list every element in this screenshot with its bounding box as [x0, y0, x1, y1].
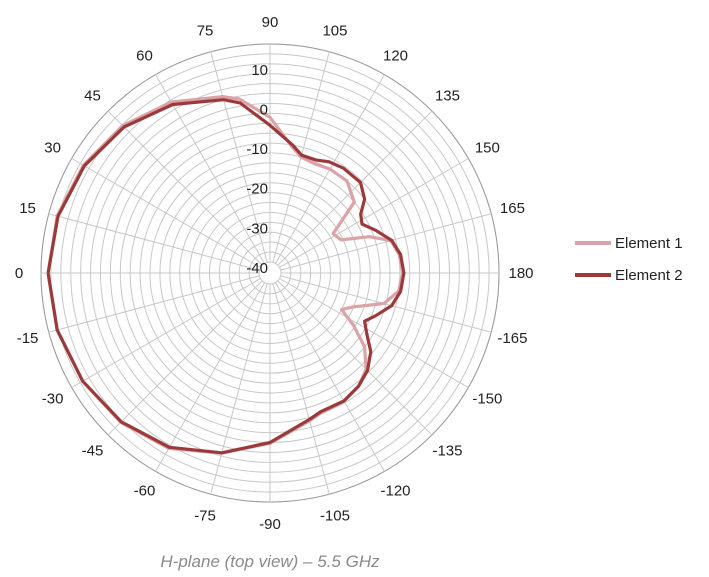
radial-tick-labels: -40 -30 -20 -10 0 10: [246, 62, 268, 277]
angle-tick-label: 150: [475, 140, 500, 157]
grid-spoke: [277, 110, 433, 266]
grid-spoke: [272, 283, 330, 495]
angle-tick-label: 180: [508, 265, 533, 282]
radial-tick-label: -10: [246, 141, 268, 158]
radial-tick-label: -20: [246, 181, 268, 198]
polar-grid: [40, 43, 500, 503]
grid-spoke: [71, 278, 261, 388]
angle-tick-label: -135: [432, 442, 462, 459]
angle-tick-labels: 90105120135150165180-165-150-135-120-105…: [15, 14, 534, 533]
grid-spoke: [155, 282, 265, 472]
angle-tick-label: 165: [500, 200, 525, 217]
grid-spoke: [279, 158, 469, 268]
legend: Element 1 Element 2: [575, 235, 683, 284]
angle-tick-label: -30: [42, 391, 64, 408]
grid-spoke: [210, 283, 268, 495]
grid-spoke: [275, 282, 385, 472]
angle-tick-label: 30: [44, 140, 61, 157]
grid-spoke: [71, 158, 261, 268]
angle-tick-label: 45: [84, 88, 101, 105]
chart-caption: H-plane (top view) – 5.5 GHz: [160, 552, 380, 571]
angle-tick-label: 15: [19, 200, 36, 217]
grid-spoke: [107, 110, 263, 266]
angle-tick-label: -150: [472, 391, 502, 408]
grid-spoke: [48, 275, 260, 333]
radial-tick-label: 10: [251, 62, 268, 79]
angle-tick-label: 135: [435, 88, 460, 105]
grid-spoke: [280, 213, 492, 271]
grid-spoke: [280, 275, 492, 333]
angle-tick-label: 90: [262, 14, 279, 31]
angle-tick-label: -75: [194, 507, 216, 524]
radial-tick-label: -30: [246, 220, 268, 237]
angle-tick-label: -45: [82, 442, 104, 459]
grid-spoke: [210, 51, 268, 263]
angle-tick-label: -105: [320, 507, 350, 524]
angle-tick-label: 105: [322, 23, 347, 40]
series-line-element-2: [46, 98, 406, 455]
grid-spoke: [155, 74, 265, 264]
grid-spoke: [107, 280, 263, 436]
angle-tick-label: -60: [134, 482, 156, 499]
angle-tick-label: 60: [136, 48, 153, 65]
radial-tick-label: 0: [260, 101, 268, 118]
legend-label-element-2: Element 2: [615, 267, 683, 284]
angle-tick-label: -15: [17, 330, 39, 347]
grid-spoke: [48, 213, 260, 271]
radial-tick-label: -40: [246, 260, 268, 277]
angle-tick-label: -120: [380, 482, 410, 499]
series-lines: [46, 95, 406, 455]
angle-tick-label: 120: [383, 48, 408, 65]
grid-spoke: [277, 280, 433, 436]
angle-tick-label: 75: [197, 23, 214, 40]
angle-tick-label: -90: [259, 516, 281, 533]
angle-tick-label: -165: [497, 330, 527, 347]
legend-label-element-1: Element 1: [615, 235, 683, 252]
grid-spoke: [279, 278, 469, 388]
angle-tick-label: 0: [15, 265, 23, 282]
